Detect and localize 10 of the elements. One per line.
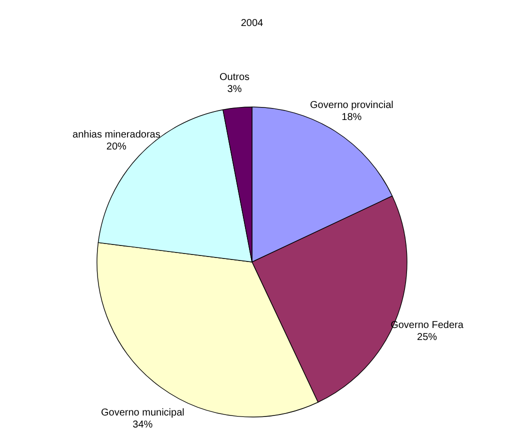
data-label: 20%: [106, 142, 127, 153]
slice-label: Outros: [219, 72, 250, 83]
slice-label: anhias mineradoras: [72, 130, 160, 141]
data-label: 3%: [227, 84, 242, 95]
slice-label: Governo provincial: [310, 100, 394, 111]
data-label: 25%: [416, 332, 438, 344]
chart-title: 2004: [240, 18, 264, 29]
data-label: 18%: [342, 112, 362, 123]
data-label: 34%: [132, 419, 153, 430]
slice-label: Governo municipal: [100, 407, 184, 418]
